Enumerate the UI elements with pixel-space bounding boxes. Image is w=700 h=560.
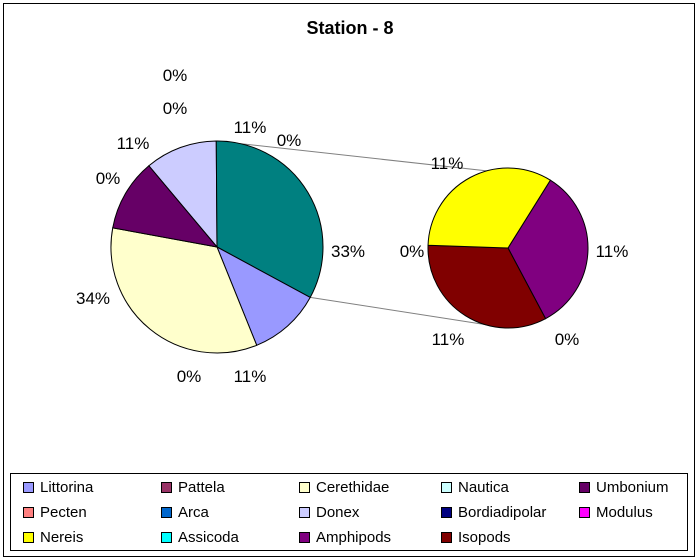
legend-item: Modulus bbox=[579, 503, 653, 521]
main-pie-data-label: 0% bbox=[163, 99, 188, 118]
legend-label: Amphipods bbox=[316, 528, 392, 546]
chart-title: Station - 8 bbox=[306, 18, 394, 38]
legend-label: Nautica bbox=[458, 478, 509, 496]
legend-swatch bbox=[579, 506, 590, 518]
secondary-pie-slice-amphipods bbox=[507, 179, 589, 320]
main-pie-slice-other bbox=[215, 140, 324, 299]
secondary-pie-data-label: 11% bbox=[596, 242, 629, 261]
legend-label: Nereis bbox=[40, 528, 84, 546]
legend-swatch bbox=[441, 531, 452, 543]
legend-label: Umbonium bbox=[596, 478, 669, 496]
legend: Littorina Pattela Cerethidae Nautica Umboniu… bbox=[10, 473, 688, 551]
legend-swatch bbox=[299, 506, 310, 518]
legend-item: Pecten bbox=[23, 503, 87, 521]
secondary-pie-slice-isopods bbox=[427, 244, 547, 329]
legend-label: Donex bbox=[316, 503, 360, 521]
legend-swatch bbox=[299, 481, 310, 493]
main-pie-data-label: 11% bbox=[234, 367, 267, 386]
legend-label: Cerethidae bbox=[316, 478, 390, 496]
secondary-pie-data-label: 0% bbox=[555, 330, 580, 349]
legend-swatch bbox=[161, 506, 172, 518]
main-pie-data-label: 33% bbox=[331, 242, 365, 261]
main-pie-slice-donex bbox=[148, 140, 218, 249]
connector-line-top bbox=[216, 140, 489, 172]
legend-swatch bbox=[299, 531, 310, 543]
main-pie-slice-littorina bbox=[216, 245, 311, 346]
connector-line-bottom bbox=[310, 296, 489, 326]
legend-item: Assicoda bbox=[161, 528, 239, 546]
legend-item: Donex bbox=[299, 503, 359, 521]
main-pie-slice-umbonium bbox=[112, 165, 219, 248]
legend-label: Bordiadipolar bbox=[458, 503, 547, 521]
legend-label: Pattela bbox=[178, 478, 225, 496]
legend-label: Assicoda bbox=[178, 528, 239, 546]
legend-swatch bbox=[23, 531, 34, 543]
main-pie-data-label: 11% bbox=[117, 134, 150, 153]
main-pie-slice-cerethidae bbox=[110, 227, 258, 354]
legend-label: Pecten bbox=[40, 503, 87, 521]
secondary-pie-data-label: 11% bbox=[431, 154, 464, 173]
legend-swatch bbox=[579, 481, 590, 493]
main-pie-data-label: 34% bbox=[76, 289, 110, 308]
legend-item: Pattela bbox=[161, 478, 225, 496]
legend-item: Cerethidae bbox=[299, 478, 389, 496]
legend-label: Arca bbox=[178, 503, 209, 521]
legend-swatch bbox=[23, 506, 34, 518]
legend-item: Umbonium bbox=[579, 478, 669, 496]
legend-swatch bbox=[161, 481, 172, 493]
main-pie-data-label: 0% bbox=[177, 367, 202, 386]
secondary-pie-data-label: 11% bbox=[432, 330, 465, 349]
legend-item: Isopods bbox=[441, 528, 511, 546]
legend-item: Littorina bbox=[23, 478, 93, 496]
legend-item: Arca bbox=[161, 503, 209, 521]
legend-swatch bbox=[161, 531, 172, 543]
main-pie-data-label: 0% bbox=[277, 131, 302, 150]
legend-swatch bbox=[441, 481, 452, 493]
legend-item: Nautica bbox=[441, 478, 509, 496]
secondary-pie-data-label: 0% bbox=[400, 242, 425, 261]
legend-item: Nereis bbox=[23, 528, 83, 546]
pie-of-pie-chart: 11% 33% 11% 0% 34% 0% 11% 0% 0% 0% 11% 11% 0% 11% 0% bbox=[76, 66, 629, 386]
secondary-pie-slice-nereis bbox=[427, 167, 552, 249]
main-pie-data-label: 11% bbox=[234, 118, 267, 137]
legend-label: Modulus bbox=[596, 503, 653, 521]
legend-item: Bordiadipolar bbox=[441, 503, 546, 521]
main-pie-data-label: 0% bbox=[163, 66, 188, 85]
legend-label: Isopods bbox=[458, 528, 511, 546]
legend-swatch bbox=[441, 506, 452, 518]
legend-swatch bbox=[23, 481, 34, 493]
legend-item: Amphipods bbox=[299, 528, 391, 546]
main-pie-data-label: 0% bbox=[96, 169, 121, 188]
legend-label: Littorina bbox=[40, 478, 94, 496]
